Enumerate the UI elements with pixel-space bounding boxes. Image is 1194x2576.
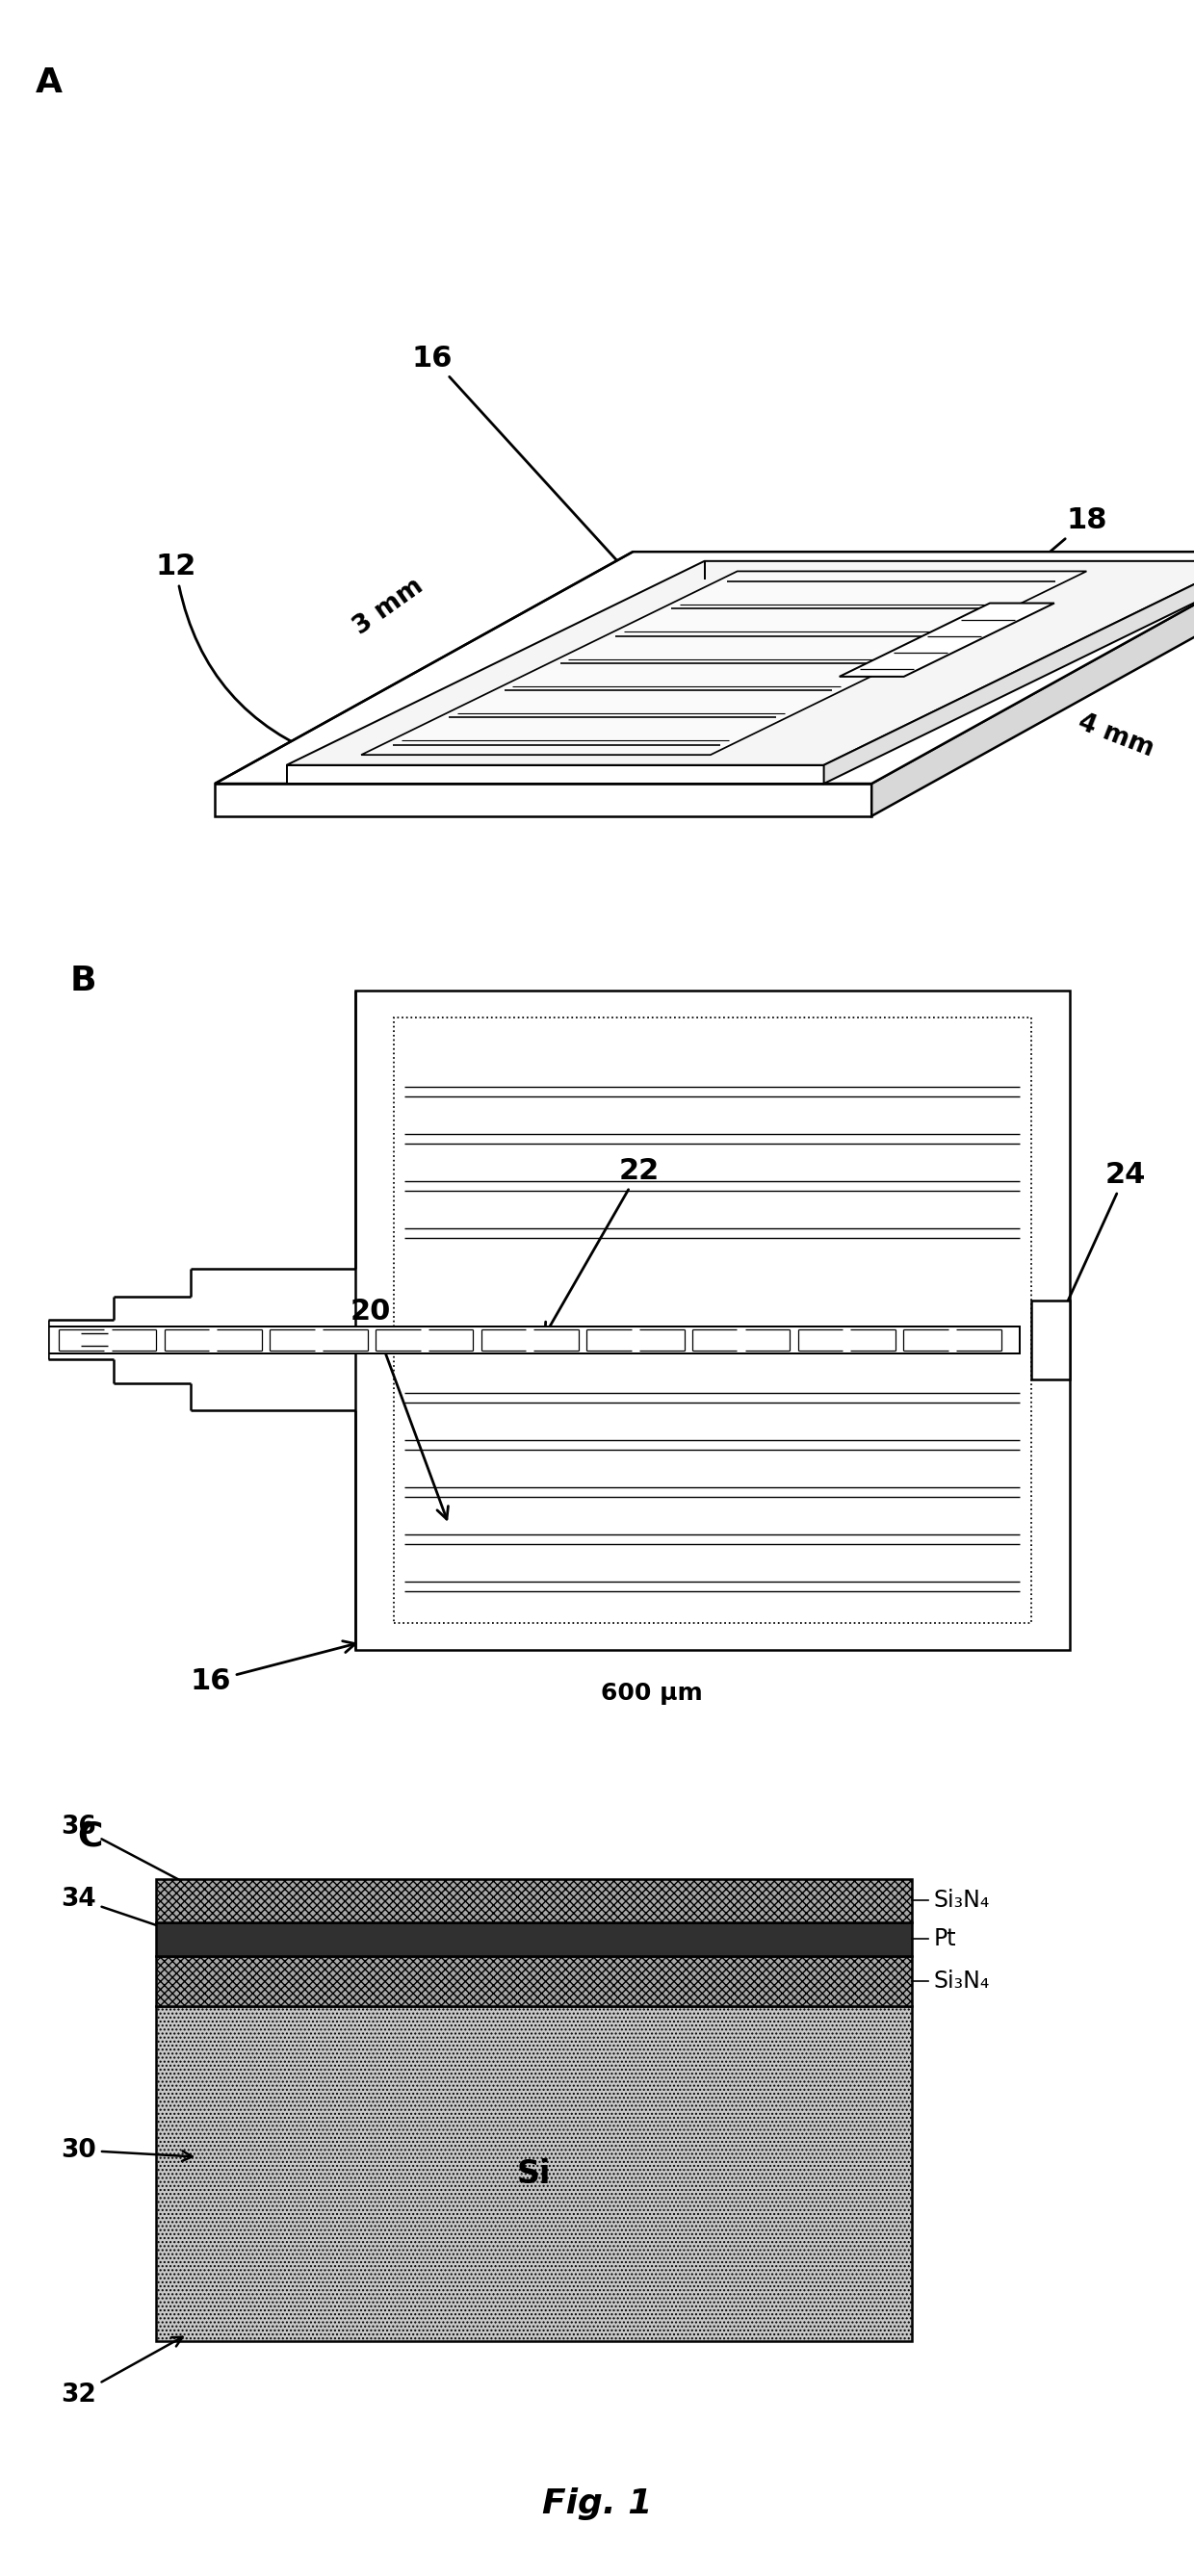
Text: 30: 30: [61, 2138, 192, 2164]
Text: 24: 24: [1052, 1162, 1146, 1334]
Text: 20: 20: [350, 1298, 448, 1520]
Text: Fig. 1: Fig. 1: [542, 2488, 652, 2519]
Text: 36: 36: [61, 1814, 214, 1899]
Polygon shape: [215, 783, 872, 817]
Text: C: C: [76, 1819, 103, 1852]
Polygon shape: [839, 603, 1054, 677]
Text: 12: 12: [155, 554, 330, 760]
Text: Si₃N₄: Si₃N₄: [934, 1971, 990, 1994]
Bar: [155, 1955, 912, 2007]
Text: 600 μm: 600 μm: [601, 1682, 703, 1705]
Polygon shape: [824, 562, 1194, 783]
Text: 32: 32: [61, 2336, 183, 2406]
Bar: [394, 1018, 1030, 1623]
Text: 22: 22: [544, 1157, 659, 1334]
Text: B: B: [69, 963, 97, 997]
Text: 4 mm: 4 mm: [1075, 708, 1158, 762]
Bar: [155, 2007, 912, 2342]
Text: 16: 16: [412, 345, 707, 659]
Bar: [155, 1878, 912, 1922]
Bar: [1030, 1301, 1070, 1378]
Text: 16: 16: [191, 1641, 356, 1695]
Polygon shape: [872, 551, 1194, 817]
Polygon shape: [287, 562, 1194, 765]
Bar: [48, 1327, 1020, 1352]
Text: 3 mm: 3 mm: [349, 574, 427, 639]
Polygon shape: [361, 572, 1087, 755]
Bar: [155, 1922, 912, 1955]
Polygon shape: [215, 551, 1194, 783]
Text: Pt: Pt: [934, 1927, 956, 1950]
Text: Si₃N₄: Si₃N₄: [934, 1888, 990, 1911]
Text: 18: 18: [952, 507, 1107, 636]
Text: 34: 34: [61, 1886, 192, 1940]
Polygon shape: [287, 765, 824, 783]
Text: Si: Si: [517, 2159, 550, 2190]
Bar: [356, 989, 1070, 1651]
Text: A: A: [36, 67, 63, 100]
